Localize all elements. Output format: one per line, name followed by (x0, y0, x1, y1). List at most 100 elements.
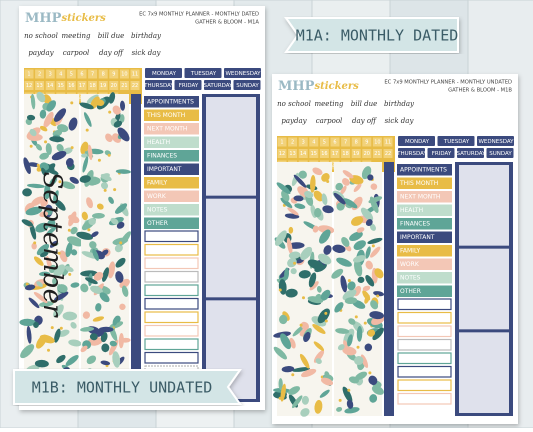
leaf (70, 249, 78, 256)
flower-dot (347, 388, 351, 392)
leaf (53, 304, 64, 318)
day-number: 12 (279, 151, 285, 157)
leaf (31, 242, 37, 250)
blank-sticker (144, 351, 199, 364)
day-number: 14 (47, 83, 53, 89)
day-number: 6 (80, 72, 83, 78)
day-cell (372, 137, 382, 147)
day-number: 15 (58, 83, 64, 89)
leaf (341, 236, 350, 247)
weekday-label: FRIDAY (179, 83, 199, 89)
leaf (343, 198, 358, 209)
day-number: 2 (38, 72, 41, 78)
weekday-label: MONDAY (152, 71, 177, 77)
word-sticker: sick day (385, 117, 415, 125)
day-number: 13 (289, 151, 295, 157)
leaf (20, 344, 35, 359)
sheet-subtitle: GATHER & BLOOM - M1B (448, 88, 512, 94)
leaf (80, 270, 98, 277)
day-cell (45, 81, 55, 90)
day-number: 11 (132, 72, 138, 78)
leaf (373, 291, 385, 297)
leaf (319, 229, 331, 244)
leaf (39, 211, 49, 218)
leaf (293, 174, 307, 188)
leaf (44, 183, 51, 200)
leaf (101, 343, 110, 353)
leaf (26, 133, 43, 142)
day-cell (372, 149, 382, 158)
leaf (64, 266, 74, 272)
label-text: WORK (147, 193, 167, 200)
day-cell (24, 81, 34, 90)
leaf (114, 315, 121, 323)
leaf (362, 290, 371, 301)
leaf (34, 359, 49, 368)
leaf (59, 250, 68, 263)
leaf (54, 199, 66, 211)
label-text: FINANCES (147, 153, 177, 160)
day-number: 8 (102, 72, 105, 78)
label-text: APPOINTMENTS (400, 167, 447, 174)
leaf (319, 389, 330, 398)
word-sticker: birthday (384, 100, 415, 108)
leaf (30, 93, 36, 110)
day-cell (351, 149, 361, 158)
leaf (68, 339, 82, 347)
day-number: 20 (364, 151, 370, 157)
leaf (313, 190, 324, 202)
label-sticker (397, 177, 452, 189)
leaf (69, 176, 79, 184)
leaf (81, 211, 88, 221)
leaf (40, 251, 49, 258)
leaf (58, 329, 70, 337)
leaf (35, 143, 43, 151)
leaf (68, 211, 77, 227)
leaf (280, 197, 293, 209)
day-cell (109, 69, 119, 79)
leaf (115, 271, 124, 283)
weekday-sticker (174, 80, 202, 90)
day-number: 22 (385, 151, 391, 157)
day-cell (98, 81, 108, 90)
leaf (301, 368, 317, 378)
leaf (300, 246, 313, 261)
weekday-sticker (398, 136, 435, 146)
day-cell (77, 81, 87, 90)
leaf (53, 264, 66, 278)
leaf (367, 237, 383, 245)
leaf (347, 281, 356, 291)
leaf (70, 322, 77, 329)
blank-sticker (397, 298, 452, 311)
leaf (92, 248, 99, 261)
leaf (56, 143, 64, 152)
label-text: IMPORTANT (147, 166, 182, 173)
flower-dot (293, 261, 297, 265)
leaf (57, 284, 68, 293)
leaf (314, 399, 323, 414)
weekday-label: MONDAY (405, 139, 430, 145)
label-text: WORK (400, 261, 420, 268)
leaf (332, 244, 346, 253)
leaf (353, 183, 362, 193)
leaf (81, 153, 88, 158)
leaf (89, 241, 97, 249)
leaf (51, 151, 67, 161)
leaf (342, 289, 357, 301)
leaf (301, 395, 309, 405)
leaf (25, 206, 43, 216)
word-sticker: payday (28, 49, 54, 57)
label-sticker (397, 204, 452, 216)
label-sticker (144, 217, 199, 229)
leaf (46, 226, 57, 236)
leaf (83, 112, 92, 127)
word-sticker: payday (281, 117, 307, 125)
leaf (372, 327, 384, 341)
leaf (76, 231, 94, 240)
day-cell (66, 69, 76, 79)
day-cell (383, 149, 393, 158)
leaf (298, 270, 311, 279)
leaf (349, 231, 363, 242)
day-cell (56, 81, 66, 90)
leaf (353, 259, 363, 277)
